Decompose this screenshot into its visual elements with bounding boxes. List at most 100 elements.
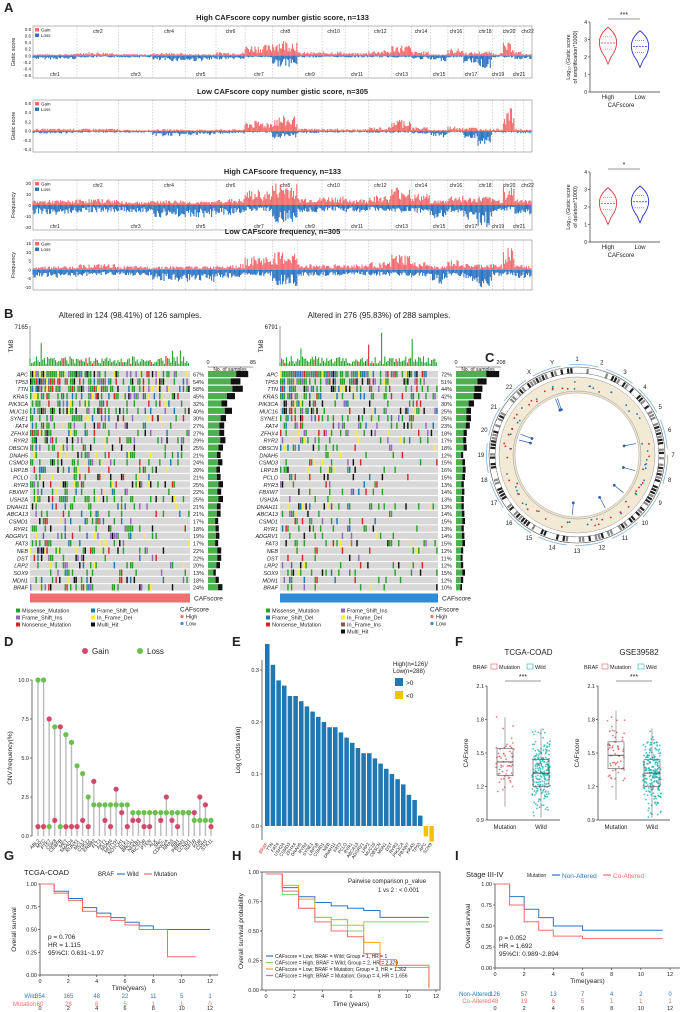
gene-label: RYR2 <box>264 439 278 445</box>
legend-loss: Loss <box>147 647 164 656</box>
survival-curve <box>495 883 663 931</box>
risk-time: 6 <box>581 1006 584 1012</box>
cafscore-low: Low <box>186 622 196 628</box>
y-tick: 0.0 <box>21 834 29 840</box>
x-tick: Wild <box>646 825 658 831</box>
y-tick: 0.50 <box>248 929 259 935</box>
x-tick: 4 <box>552 972 555 978</box>
risk-time: 2 <box>523 1006 526 1012</box>
gene-label: MDN1 <box>12 578 28 584</box>
gene-label: OBSCN <box>8 446 28 452</box>
bar <box>270 664 276 826</box>
chromosome-label: chr6 <box>226 29 236 35</box>
gene-percent: 14% <box>441 512 452 518</box>
x-tick: Low <box>634 95 646 101</box>
x-tick: 4 <box>321 994 324 1000</box>
gene-label: RYR1 <box>264 527 278 533</box>
chromosome-label: chr15 <box>433 224 446 230</box>
cafscore-label: CAFscore <box>442 596 471 603</box>
oncoplot-title: Altered in 276 (95.83%) of 288 samples. <box>308 311 451 320</box>
y-tick: 1.2 <box>476 785 484 791</box>
chromosome-label: 13 <box>574 549 581 555</box>
gene-percent: 15% <box>441 475 452 481</box>
chromosome-label: chr19 <box>492 224 505 230</box>
chromosome-label: chr8 <box>280 29 290 35</box>
chromosome-label: chr22 <box>521 183 534 189</box>
violin-ylabel: of deletion*1000) <box>573 186 579 228</box>
cafscore-high: High <box>186 615 197 621</box>
x-tick: High <box>602 245 614 251</box>
y-axis-label: Frequency <box>11 252 17 278</box>
x-tick: LRP2 <box>360 841 371 853</box>
survival-curve <box>495 883 663 940</box>
chromosome-label: chr1 <box>50 72 60 78</box>
chromosome-label: chr14 <box>415 183 428 189</box>
legend-wild: Wild <box>127 872 139 878</box>
risk-count: 60 <box>37 1002 44 1008</box>
km-stat: HR = 1.115 <box>48 942 81 949</box>
chromosome-label: chr21 <box>513 72 526 78</box>
gene-label: FAT3 <box>265 542 279 548</box>
gene-percent: 17% <box>441 439 452 445</box>
x-axis-label: Time(years) <box>112 985 146 992</box>
y-tick: 15 <box>26 241 32 246</box>
y-tick: 0.6 <box>25 34 32 39</box>
risk-label: Mutation <box>13 1002 36 1008</box>
km-legend: CAFscore = High; BRAF = Mutation; Group … <box>275 974 408 980</box>
chromosome-label: chr13 <box>395 224 408 230</box>
chromosome-label: chr10 <box>327 183 340 189</box>
y-tick: -0.2 <box>23 60 31 65</box>
y-tick: 2 <box>584 55 587 61</box>
x-tick: ALK <box>148 838 159 849</box>
tmb-max: 7165 <box>15 325 29 331</box>
bar <box>429 826 434 842</box>
legend-title: Mutation <box>527 873 546 879</box>
risk-count: 0 <box>668 992 672 998</box>
track-title: Low CAFscore frequency, n=305 <box>225 227 341 236</box>
mutation-legend: Multi_Hit <box>347 630 369 636</box>
gene-percent: 21% <box>193 512 204 518</box>
chromosome-label: 5 <box>658 405 662 411</box>
mutation-legend: Nonsense_Mutation <box>272 623 321 629</box>
legend-neg: <0 <box>406 693 414 700</box>
x-tick: FAT4 <box>270 841 280 853</box>
gene-label: ABCA13 <box>6 512 29 518</box>
chromosome-label: chr17 <box>465 224 478 230</box>
gene-percent: 54% <box>193 380 204 386</box>
gene-label: OBSCN <box>258 446 278 452</box>
y-axis-label: CNV.frequency(%) <box>7 731 14 785</box>
bar-min: 0 <box>454 360 457 366</box>
x-axis-label: Time(years) <box>570 978 604 985</box>
bar <box>299 701 304 826</box>
bar-max: 208 <box>496 360 505 366</box>
x-tick: 12 <box>667 972 673 978</box>
mutation-legend: Frame_Shift_Del <box>272 616 313 622</box>
y-tick: 10.0 <box>18 678 29 684</box>
cnv-track-4: Low CAFscore frequency, n=305 15 10 5 0 -5 -10… <box>11 227 533 291</box>
chromosome-label: chr20 <box>503 183 516 189</box>
x-tick: TP53 <box>411 841 422 853</box>
y-tick: 0 <box>584 90 587 96</box>
km-stat: HR = 1.692 <box>499 943 532 950</box>
risk-count: 0 <box>208 1002 212 1008</box>
pairwise-annotation: 1 vs 2 : < 0.001 <box>378 888 420 894</box>
y-tick: 1 <box>584 73 587 79</box>
km-title: Stage III-IV <box>466 870 504 879</box>
km-stat: p = 0.706 <box>48 934 76 941</box>
y-tick: 2.1 <box>587 684 595 690</box>
y-tick: 10 <box>26 250 32 255</box>
y-tick: 1.00 <box>481 882 492 888</box>
gene-percent: 45% <box>193 395 204 401</box>
gene-label: PCLO <box>263 475 279 481</box>
y-tick: 0.50 <box>26 928 37 934</box>
gene-label: NEB <box>17 549 29 555</box>
x-tick: BRAF <box>258 842 269 855</box>
chromosome-label: chr9 <box>305 72 315 78</box>
chromosome-label: 6 <box>668 428 672 434</box>
y-tick: -10 <box>24 285 31 290</box>
chromosome-label: Y <box>550 360 554 366</box>
gene-percent: 25% <box>441 417 452 423</box>
y-tick: 0.9 <box>476 818 484 824</box>
risk-count: 28 <box>65 1002 72 1008</box>
y-tick: -5 <box>27 276 31 281</box>
